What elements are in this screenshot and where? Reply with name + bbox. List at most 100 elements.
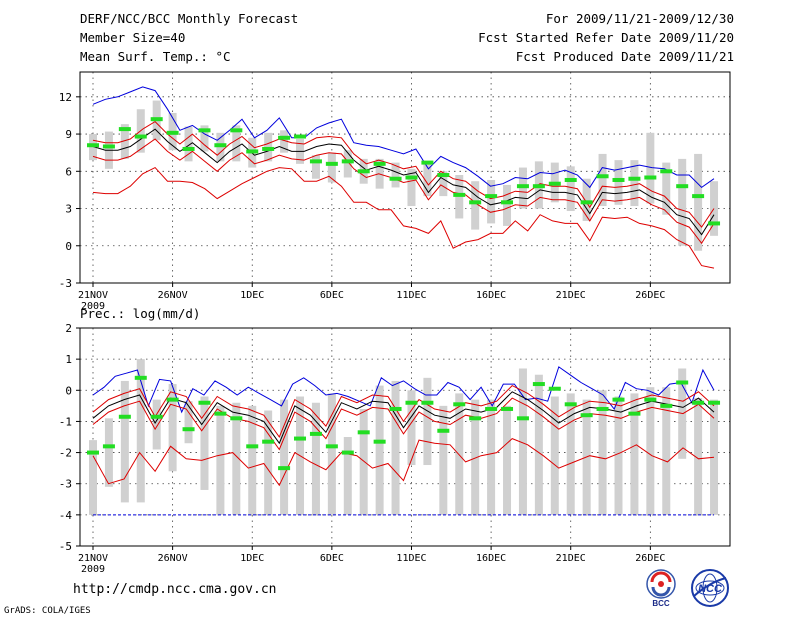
temp-obs-marker — [262, 146, 275, 151]
temp-obs-marker — [389, 176, 402, 181]
prec-obs-marker — [246, 444, 259, 449]
temp-upper-line — [92, 86, 715, 189]
temp-ensemble-box — [120, 124, 129, 159]
prec-y-tick-label: -4 — [59, 509, 73, 522]
temp-ensemble-box — [343, 150, 352, 178]
prec-x-tick-label: 6DEC — [320, 553, 344, 564]
prec-x-tick-label: 11DEC — [396, 553, 426, 564]
temp-ensemble-box — [471, 181, 480, 230]
prec-obs-marker — [230, 416, 243, 421]
prec-ensemble-box — [534, 374, 543, 515]
prec-ensemble-box — [375, 385, 384, 515]
chart-title: DERF/NCC/BCC Monthly Forecast — [80, 11, 299, 26]
ncc-logo-text: NCC — [698, 583, 723, 595]
prec-ensemble-box — [327, 393, 336, 515]
prec-obs-marker — [214, 411, 227, 416]
temp-x-tick-label: 6DEC — [320, 290, 344, 301]
temp-obs-marker — [325, 161, 338, 166]
temp-obs-marker — [644, 175, 657, 180]
temp-ensemble-box — [582, 178, 591, 221]
prec-obs-marker — [564, 402, 577, 407]
prec-ensemble-box — [439, 405, 448, 515]
temp-lower-line — [92, 166, 715, 269]
temp-y-tick-label: 12 — [59, 91, 72, 104]
temp-obs-marker — [118, 127, 131, 132]
temp-obs-marker — [612, 177, 625, 182]
prec-ensemble-box — [264, 410, 273, 515]
temp-obs-marker — [485, 194, 498, 199]
temp-obs-marker — [294, 134, 307, 139]
prec-obs-marker — [421, 400, 434, 405]
prec-obs-marker — [469, 416, 482, 421]
prec-ensemble-box — [550, 396, 559, 515]
temp-x-tick-label: 11DEC — [396, 290, 426, 301]
prec-obs-marker — [692, 400, 705, 405]
prec-ensemble-box — [184, 401, 193, 444]
prec-obs-marker — [596, 406, 609, 411]
prec-ensemble-box — [455, 393, 464, 515]
prec-ensemble-box — [136, 359, 145, 503]
prec-obs-marker — [660, 403, 673, 408]
temp-obs-marker — [166, 130, 179, 135]
temp-y-tick-label: -3 — [59, 277, 72, 290]
prec-obs-marker — [628, 411, 641, 416]
prec-obs-marker — [102, 444, 115, 449]
prec-ensemble-box — [694, 398, 703, 515]
temp-obs-marker — [102, 144, 115, 149]
temp-y-tick-label: 0 — [65, 240, 72, 253]
prec-lower-line — [92, 438, 715, 487]
temp-obs-marker — [182, 146, 195, 151]
grads-credit: GrADS: COLA/IGES — [4, 606, 91, 616]
prec-ensemble-box — [343, 437, 352, 515]
prec-obs-marker — [580, 413, 593, 418]
prec-ensemble-box — [614, 396, 623, 515]
prec-obs-marker — [182, 427, 195, 432]
temp-obs-marker — [214, 143, 227, 148]
temp-obs-marker — [516, 184, 529, 189]
prec-ensemble-box — [168, 384, 177, 472]
prec-obs-marker — [485, 406, 498, 411]
temp-ensemble-box — [694, 153, 703, 251]
prec-upper-inner-line — [92, 384, 715, 439]
prec-obs-marker — [357, 430, 370, 435]
source-url[interactable]: http://cmdp.ncc.cma.gov.cn — [73, 582, 277, 597]
variable-label: Mean Surf. Temp.: °C — [80, 49, 231, 64]
temp-ensemble-box — [566, 166, 575, 212]
prec-ensemble-box — [391, 380, 400, 515]
prec-ensemble-box — [710, 399, 719, 515]
temp-obs-marker — [373, 161, 386, 166]
prec-ensemble-box — [646, 387, 655, 515]
prec-y-tick-label: 2 — [65, 322, 72, 335]
bcc-logo-text: BCC — [652, 599, 670, 608]
fcst-started-date: Fcst Started Refer Date 2009/11/20 — [478, 30, 734, 45]
prec-obs-marker — [87, 450, 99, 455]
prec-obs-marker — [309, 431, 322, 436]
prec-obs-marker — [676, 380, 689, 385]
prec-ensemble-box — [248, 405, 257, 515]
prec-panel-title: Prec.: log(mm/d) — [80, 306, 200, 321]
prec-ensemble-box — [630, 393, 639, 515]
temp-ensemble-box — [327, 152, 336, 183]
temp-obs-marker — [309, 159, 322, 164]
temp-ensemble-box — [598, 153, 607, 207]
temp-ensemble-box — [439, 171, 448, 197]
temp-obs-marker — [676, 184, 689, 189]
temp-ensemble-box — [423, 162, 432, 197]
prec-x-tick-label: 21NOV — [78, 553, 108, 564]
temp-obs-marker — [437, 173, 450, 178]
prec-obs-marker — [373, 439, 386, 444]
ncc-logo-icon: NCC — [691, 569, 729, 607]
prec-obs-marker — [278, 466, 291, 471]
prec-lower-inner-line — [92, 397, 715, 451]
temp-x-year-label: 2009 — [81, 301, 105, 312]
prec-obs-marker — [612, 397, 625, 402]
prec-obs-marker — [166, 397, 179, 402]
prec-obs-marker — [405, 400, 418, 405]
prec-x-tick-label: 26DEC — [635, 553, 665, 564]
temp-obs-marker — [278, 135, 291, 140]
temp-obs-marker — [532, 184, 545, 189]
prec-x-tick-label: 16DEC — [476, 553, 506, 564]
prec-obs-marker — [389, 406, 402, 411]
prec-upper-line — [92, 366, 715, 414]
prec-ensemble-box — [89, 440, 97, 515]
